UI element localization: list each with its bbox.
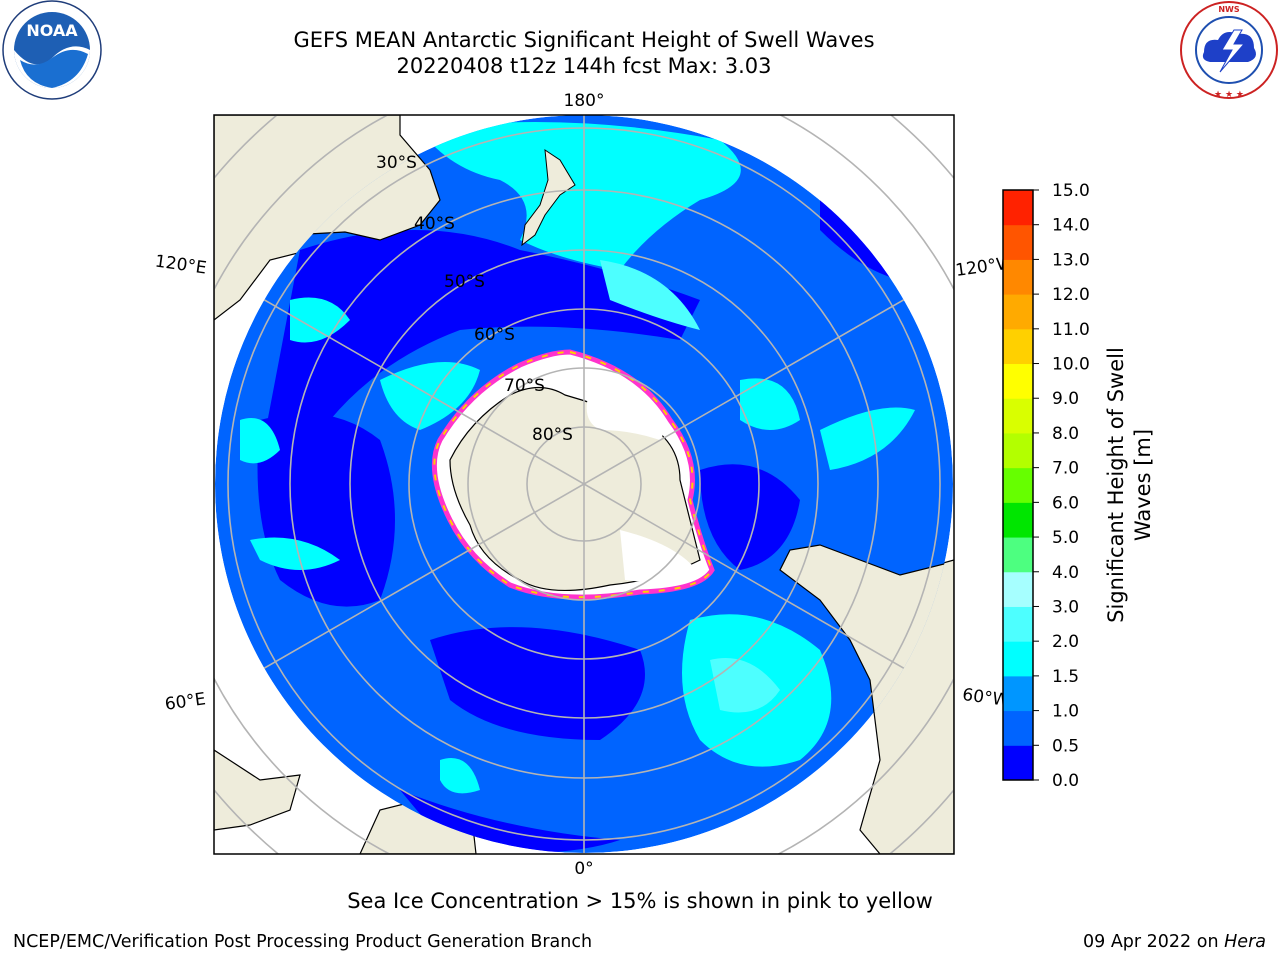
colorbar-tick-label: 6.0 — [1052, 493, 1079, 513]
map-frame — [213, 114, 955, 855]
lon-label-0: 0° — [574, 859, 593, 879]
svg-text:NWS: NWS — [1218, 5, 1240, 14]
colorbar-label-line1: Significant Height of Swell — [1104, 347, 1128, 623]
lat-label-60s: 60°S — [474, 325, 515, 345]
colorbar-segment — [1003, 259, 1033, 295]
colorbar-tick-label: 5.0 — [1052, 528, 1079, 548]
lat-label-30s: 30°S — [376, 153, 417, 173]
colorbar-segment — [1003, 190, 1033, 226]
lon-label-180: 180° — [564, 91, 605, 111]
colorbar-tick-label: 0.5 — [1052, 736, 1079, 756]
colorbar-segment — [1003, 502, 1033, 538]
colorbar-tick-label: 15.0 — [1052, 181, 1090, 201]
colorbar-segment — [1003, 363, 1033, 399]
lat-label-50s: 50°S — [444, 272, 485, 292]
colorbar-segment — [1003, 467, 1033, 503]
colorbar-frame — [1002, 189, 1034, 781]
colorbar-tick-label: 4.0 — [1052, 563, 1079, 583]
colorbar-tick-label: 10.0 — [1052, 355, 1090, 375]
colorbar-segment — [1003, 606, 1033, 642]
colorbar-tick-label: 0.0 — [1052, 771, 1079, 791]
lat-label-80s: 80°S — [532, 425, 573, 445]
svg-text:★ ★ ★: ★ ★ ★ — [1214, 90, 1244, 100]
nws-logo-icon: ★ ★ ★ NWS — [1180, 1, 1278, 100]
colorbar-tick-label: 9.0 — [1052, 389, 1079, 409]
chart-subtitle: 20220408 t12z 144h fcst Max: 3.03 — [396, 54, 772, 78]
colorbar-tick-label: 2.0 — [1052, 632, 1079, 652]
sea-ice-note: Sea Ice Concentration > 15% is shown in … — [347, 889, 933, 913]
colorbar-tick-label: 3.0 — [1052, 597, 1079, 617]
colorbar-segment — [1003, 537, 1033, 573]
footer-date-text: 09 Apr 2022 on — [1082, 932, 1219, 952]
footer-host: Hera — [1224, 932, 1266, 952]
lon-label-120e: 120°E — [154, 252, 208, 279]
colorbar-label-line2: Waves [m] — [1131, 429, 1155, 541]
chart-title: GEFS MEAN Antarctic Significant Height o… — [293, 28, 875, 52]
colorbar-tick-label: 13.0 — [1052, 250, 1090, 270]
colorbar-segment — [1003, 675, 1033, 712]
colorbar-segment — [1003, 328, 1033, 365]
lon-label-60e: 60°E — [164, 689, 207, 714]
lat-label-70s: 70°S — [504, 376, 545, 396]
lat-label-40s: 40°S — [414, 214, 455, 234]
colorbar-segment — [1003, 224, 1033, 260]
colorbar-tick-label: 7.0 — [1052, 459, 1079, 479]
new-zealand-landmass — [521, 148, 576, 247]
colorbar-tick-label: 1.5 — [1052, 667, 1079, 687]
colorbar-tick-label: 8.0 — [1052, 424, 1079, 444]
colorbar-tick-label: 12.0 — [1052, 285, 1090, 305]
colorbar-tick-label: 14.0 — [1052, 216, 1090, 236]
colorbar-segment — [1003, 710, 1033, 746]
noaa-logo-text: NOAA — [26, 21, 78, 40]
colorbar-segment — [1003, 294, 1033, 330]
colorbar-tick-label: 1.0 — [1052, 702, 1079, 722]
colorbar-segment — [1003, 745, 1033, 781]
footer-date: 09 Apr 2022 on Hera — [1083, 932, 1266, 952]
colorbar-segment — [1003, 432, 1033, 469]
colorbar-segment — [1003, 398, 1033, 434]
colorbar-segment — [1003, 571, 1033, 607]
colorbar: 0.0 0.5 1.0 1.5 2.0 3.0 4.0 5.0 6.0 7.0 8.0 9.0 10.0… — [1002, 181, 1090, 791]
footer-branch: NCEP/EMC/Verification Post Processing Pr… — [13, 932, 593, 952]
africa-landmass — [214, 749, 301, 831]
colorbar-tick-label: 11.0 — [1052, 320, 1090, 340]
noaa-logo-icon: NOAA — [2, 0, 102, 100]
colorbar-segment — [1003, 641, 1033, 677]
